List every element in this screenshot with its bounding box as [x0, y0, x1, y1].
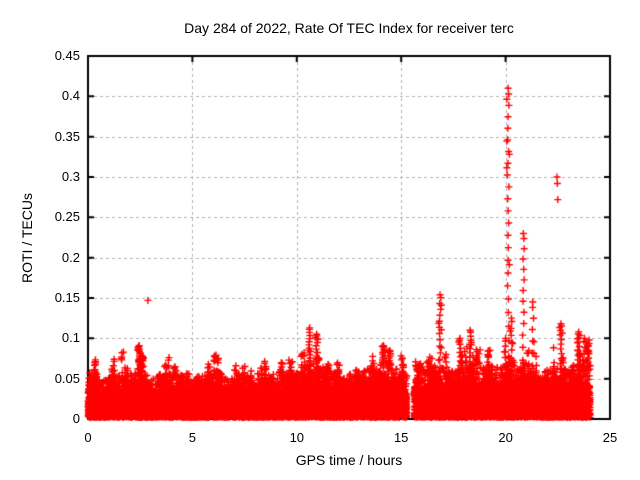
- y-tick-label: 0.15: [54, 290, 80, 305]
- x-tick-label: 20: [498, 430, 513, 445]
- x-tick-label: 25: [602, 430, 618, 445]
- y-tick-label: 0.1: [61, 330, 80, 346]
- x-tick-label: 15: [393, 430, 409, 445]
- x-tick-label: 10: [289, 430, 305, 445]
- y-tick-label: 0.3: [61, 169, 80, 184]
- y-axis-label: ROTI / TECUs: [19, 193, 35, 283]
- y-tick-label: 0.45: [54, 48, 80, 63]
- y-tick-label: 0.2: [61, 249, 80, 265]
- y-tick-label: 0.25: [54, 209, 80, 225]
- x-tick-label: 0: [84, 430, 92, 445]
- chart-title: Day 284 of 2022, Rate Of TEC Index for r…: [184, 20, 514, 36]
- y-tick-label: 0.05: [54, 370, 80, 386]
- x-tick-label: 5: [188, 430, 196, 445]
- y-tick-label: 0.4: [61, 88, 80, 104]
- x-axis-label: GPS time / hours: [295, 452, 403, 468]
- y-tick-label: 0: [72, 411, 80, 426]
- y-tick-label: 0.35: [54, 128, 80, 144]
